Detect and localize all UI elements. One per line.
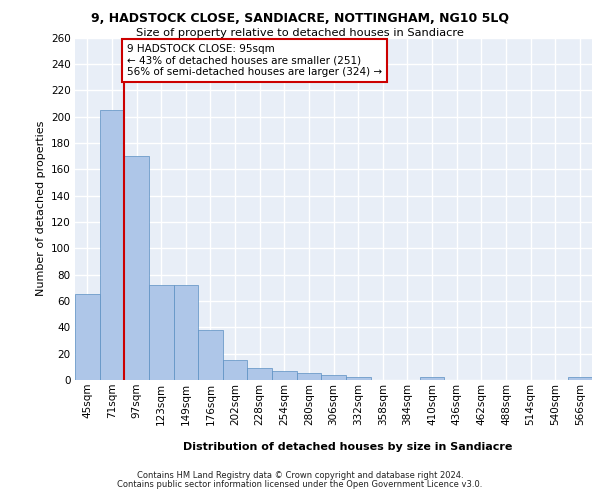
Text: 9, HADSTOCK CLOSE, SANDIACRE, NOTTINGHAM, NG10 5LQ: 9, HADSTOCK CLOSE, SANDIACRE, NOTTINGHAM… [91, 12, 509, 26]
Text: Contains HM Land Registry data © Crown copyright and database right 2024.: Contains HM Land Registry data © Crown c… [137, 471, 463, 480]
Text: Distribution of detached houses by size in Sandiacre: Distribution of detached houses by size … [184, 442, 512, 452]
Bar [420, 378, 445, 380]
Bar [198, 330, 223, 380]
Bar [272, 371, 296, 380]
Bar [247, 368, 272, 380]
Bar [75, 294, 100, 380]
Text: Size of property relative to detached houses in Sandiacre: Size of property relative to detached ho… [136, 28, 464, 38]
Bar [568, 378, 592, 380]
Bar [346, 378, 371, 380]
Bar [100, 110, 124, 380]
Text: Contains public sector information licensed under the Open Government Licence v3: Contains public sector information licen… [118, 480, 482, 489]
Bar [124, 156, 149, 380]
Bar [321, 374, 346, 380]
Bar [173, 285, 198, 380]
Bar [223, 360, 247, 380]
Bar [296, 374, 321, 380]
Y-axis label: Number of detached properties: Number of detached properties [35, 121, 46, 296]
Text: 9 HADSTOCK CLOSE: 95sqm
← 43% of detached houses are smaller (251)
56% of semi-d: 9 HADSTOCK CLOSE: 95sqm ← 43% of detache… [127, 44, 382, 78]
Bar [149, 285, 173, 380]
